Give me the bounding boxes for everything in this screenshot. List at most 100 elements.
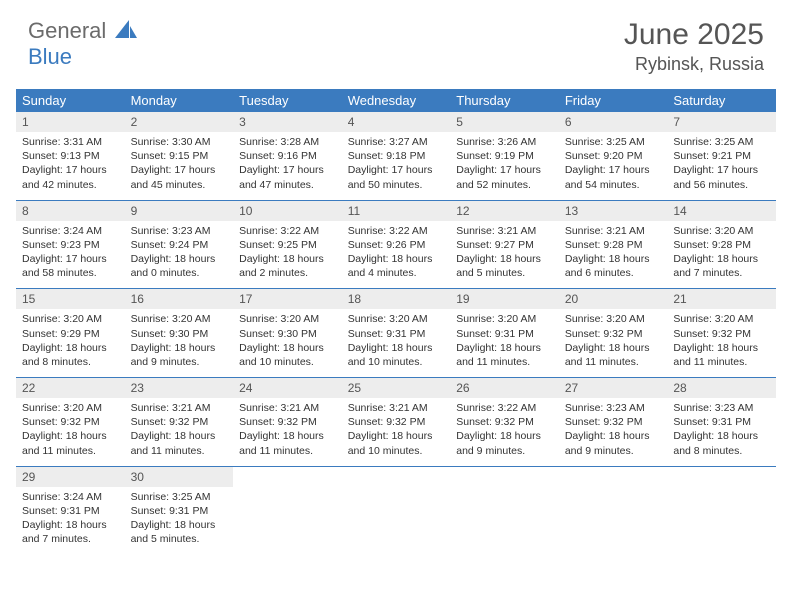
day-detail-row: Sunrise: 3:31 AMSunset: 9:13 PMDaylight:… xyxy=(16,132,776,200)
sunrise-text: Sunrise: 3:22 AM xyxy=(456,401,553,415)
day-number: 26 xyxy=(450,378,559,398)
sunset-text: Sunset: 9:31 PM xyxy=(673,415,770,429)
sunset-text: Sunset: 9:32 PM xyxy=(22,415,119,429)
empty-cell xyxy=(559,487,668,555)
day-number: 30 xyxy=(125,467,234,487)
daylight-text: Daylight: 18 hours and 11 minutes. xyxy=(456,341,553,369)
day-detail: Sunrise: 3:20 AMSunset: 9:30 PMDaylight:… xyxy=(125,309,234,377)
sunset-text: Sunset: 9:30 PM xyxy=(239,327,336,341)
day-number-row: 22232425262728 xyxy=(16,378,776,398)
daylight-text: Daylight: 18 hours and 10 minutes. xyxy=(239,341,336,369)
day-detail: Sunrise: 3:21 AMSunset: 9:27 PMDaylight:… xyxy=(450,221,559,289)
day-detail: Sunrise: 3:22 AMSunset: 9:26 PMDaylight:… xyxy=(342,221,451,289)
day-of-week-row: SundayMondayTuesdayWednesdayThursdayFrid… xyxy=(16,89,776,112)
title-block: June 2025 Rybinsk, Russia xyxy=(624,18,764,75)
day-number: 12 xyxy=(450,201,559,221)
day-number: 27 xyxy=(559,378,668,398)
day-number: 28 xyxy=(667,378,776,398)
sunset-text: Sunset: 9:28 PM xyxy=(565,238,662,252)
sunrise-text: Sunrise: 3:20 AM xyxy=(239,312,336,326)
daylight-text: Daylight: 18 hours and 2 minutes. xyxy=(239,252,336,280)
daylight-text: Daylight: 18 hours and 10 minutes. xyxy=(348,429,445,457)
day-number: 17 xyxy=(233,289,342,309)
sunset-text: Sunset: 9:32 PM xyxy=(565,415,662,429)
sunset-text: Sunset: 9:27 PM xyxy=(456,238,553,252)
day-number: 11 xyxy=(342,201,451,221)
day-detail: Sunrise: 3:20 AMSunset: 9:29 PMDaylight:… xyxy=(16,309,125,377)
day-number-row: 891011121314 xyxy=(16,201,776,221)
sunset-text: Sunset: 9:18 PM xyxy=(348,149,445,163)
day-number: 18 xyxy=(342,289,451,309)
sunset-text: Sunset: 9:20 PM xyxy=(565,149,662,163)
day-detail: Sunrise: 3:20 AMSunset: 9:32 PMDaylight:… xyxy=(667,309,776,377)
empty-cell xyxy=(667,487,776,555)
day-number: 9 xyxy=(125,201,234,221)
day-number: 24 xyxy=(233,378,342,398)
day-of-week-header: Monday xyxy=(125,89,234,112)
sunrise-text: Sunrise: 3:21 AM xyxy=(131,401,228,415)
daylight-text: Daylight: 18 hours and 11 minutes. xyxy=(22,429,119,457)
day-detail: Sunrise: 3:30 AMSunset: 9:15 PMDaylight:… xyxy=(125,132,234,200)
daylight-text: Daylight: 17 hours and 52 minutes. xyxy=(456,163,553,191)
daylight-text: Daylight: 17 hours and 58 minutes. xyxy=(22,252,119,280)
day-number: 14 xyxy=(667,201,776,221)
sunrise-text: Sunrise: 3:25 AM xyxy=(673,135,770,149)
empty-cell xyxy=(450,487,559,555)
daylight-text: Daylight: 17 hours and 56 minutes. xyxy=(673,163,770,191)
day-detail: Sunrise: 3:20 AMSunset: 9:32 PMDaylight:… xyxy=(16,398,125,466)
daylight-text: Daylight: 18 hours and 6 minutes. xyxy=(565,252,662,280)
day-detail: Sunrise: 3:31 AMSunset: 9:13 PMDaylight:… xyxy=(16,132,125,200)
sunrise-text: Sunrise: 3:20 AM xyxy=(22,312,119,326)
sunrise-text: Sunrise: 3:20 AM xyxy=(22,401,119,415)
day-detail: Sunrise: 3:25 AMSunset: 9:20 PMDaylight:… xyxy=(559,132,668,200)
day-number-row: 15161718192021 xyxy=(16,289,776,309)
day-detail: Sunrise: 3:22 AMSunset: 9:32 PMDaylight:… xyxy=(450,398,559,466)
daylight-text: Daylight: 18 hours and 8 minutes. xyxy=(22,341,119,369)
day-number: 16 xyxy=(125,289,234,309)
daylight-text: Daylight: 18 hours and 10 minutes. xyxy=(348,341,445,369)
day-detail: Sunrise: 3:23 AMSunset: 9:31 PMDaylight:… xyxy=(667,398,776,466)
day-number: 4 xyxy=(342,112,451,132)
sunrise-text: Sunrise: 3:22 AM xyxy=(348,224,445,238)
day-detail: Sunrise: 3:25 AMSunset: 9:21 PMDaylight:… xyxy=(667,132,776,200)
logo-sail-icon xyxy=(115,20,137,38)
calendar-table: SundayMondayTuesdayWednesdayThursdayFrid… xyxy=(16,89,776,554)
sunrise-text: Sunrise: 3:30 AM xyxy=(131,135,228,149)
logo-text: General Blue xyxy=(28,18,137,70)
daylight-text: Daylight: 18 hours and 9 minutes. xyxy=(565,429,662,457)
sunrise-text: Sunrise: 3:21 AM xyxy=(239,401,336,415)
sunset-text: Sunset: 9:16 PM xyxy=(239,149,336,163)
sunrise-text: Sunrise: 3:21 AM xyxy=(565,224,662,238)
daylight-text: Daylight: 18 hours and 11 minutes. xyxy=(673,341,770,369)
empty-cell xyxy=(559,467,668,487)
daylight-text: Daylight: 17 hours and 50 minutes. xyxy=(348,163,445,191)
sunrise-text: Sunrise: 3:20 AM xyxy=(673,312,770,326)
day-number: 2 xyxy=(125,112,234,132)
day-of-week-header: Friday xyxy=(559,89,668,112)
day-detail: Sunrise: 3:20 AMSunset: 9:31 PMDaylight:… xyxy=(450,309,559,377)
day-number: 7 xyxy=(667,112,776,132)
day-detail-row: Sunrise: 3:24 AMSunset: 9:31 PMDaylight:… xyxy=(16,487,776,555)
day-detail: Sunrise: 3:20 AMSunset: 9:30 PMDaylight:… xyxy=(233,309,342,377)
sunset-text: Sunset: 9:24 PM xyxy=(131,238,228,252)
sunset-text: Sunset: 9:31 PM xyxy=(131,504,228,518)
daylight-text: Daylight: 18 hours and 9 minutes. xyxy=(456,429,553,457)
sunset-text: Sunset: 9:32 PM xyxy=(673,327,770,341)
sunset-text: Sunset: 9:28 PM xyxy=(673,238,770,252)
day-number: 1 xyxy=(16,112,125,132)
day-number: 6 xyxy=(559,112,668,132)
day-detail-row: Sunrise: 3:20 AMSunset: 9:32 PMDaylight:… xyxy=(16,398,776,466)
daylight-text: Daylight: 18 hours and 4 minutes. xyxy=(348,252,445,280)
day-number: 13 xyxy=(559,201,668,221)
sunset-text: Sunset: 9:32 PM xyxy=(565,327,662,341)
day-detail: Sunrise: 3:21 AMSunset: 9:32 PMDaylight:… xyxy=(342,398,451,466)
sunset-text: Sunset: 9:26 PM xyxy=(348,238,445,252)
sunset-text: Sunset: 9:31 PM xyxy=(22,504,119,518)
day-number-row: 2930 xyxy=(16,467,776,487)
day-detail: Sunrise: 3:21 AMSunset: 9:32 PMDaylight:… xyxy=(125,398,234,466)
sunrise-text: Sunrise: 3:20 AM xyxy=(673,224,770,238)
daylight-text: Daylight: 18 hours and 5 minutes. xyxy=(131,518,228,546)
sunset-text: Sunset: 9:15 PM xyxy=(131,149,228,163)
day-number: 21 xyxy=(667,289,776,309)
daylight-text: Daylight: 17 hours and 42 minutes. xyxy=(22,163,119,191)
